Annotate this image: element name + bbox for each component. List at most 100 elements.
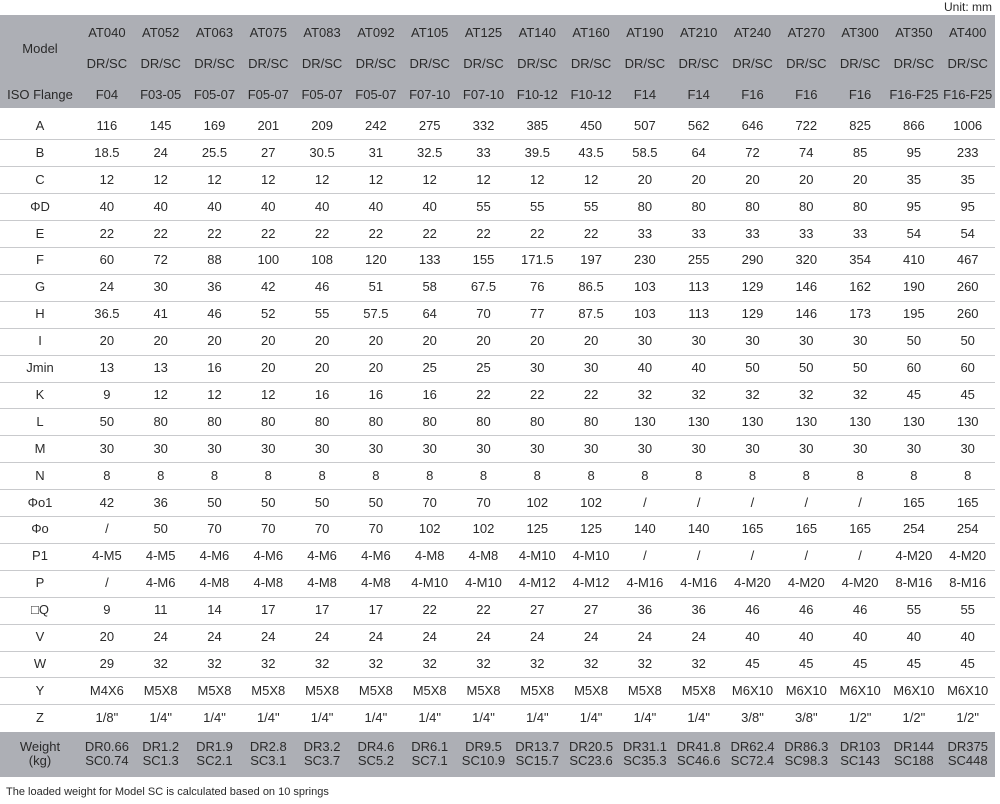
row-separator [0,247,995,248]
table-cell: / [750,494,755,510]
table-cell: 12 [207,171,222,187]
table-cell: 22 [99,225,115,241]
table-cell: 20 [99,333,115,349]
row-separator [0,408,995,410]
table-cell: 125 [580,521,602,537]
table-cell: 70 [368,521,384,537]
table-cell: 8 [533,467,541,483]
table-cell: / [750,548,755,564]
table-cell: 8 [157,467,165,483]
row-label: ΦD [30,198,50,214]
header-cell: DR/SC [786,56,827,71]
table-cell: 722 [795,117,818,133]
table-cell: 4-M10 [518,548,556,564]
table-cell: 29 [99,655,115,671]
table-cell: 33 [691,225,706,241]
table-cell: 54 [960,225,975,241]
table-cell: 197 [580,252,602,268]
table-cell: 45 [745,655,760,671]
table-cell: 40 [153,198,168,214]
table-cell: 27 [261,144,276,160]
weight-cell: DR13.7 [515,739,560,755]
row-label: E [35,225,45,241]
weight-cell: DR3.2 [303,739,341,755]
table-cell: 20 [476,333,491,349]
row-label: A [35,117,45,133]
table-cell: 40 [906,629,922,645]
table-cell: 22 [368,225,384,241]
table-cell: / [804,494,809,510]
table-cell: 80 [207,413,222,429]
table-cell: M6X10 [731,682,774,698]
table-cell: 129 [741,306,764,322]
weight-cell: SC72.4 [730,753,775,769]
table-cell: 130 [849,413,871,429]
table-cell: 22 [261,225,276,241]
row-separator [0,677,995,679]
table-cell: 30 [422,440,437,456]
table-cell: / [858,548,862,564]
table-cell: 4-M12 [572,575,610,591]
table-cell: 55 [906,602,922,618]
table-cell: 64 [422,306,437,322]
table-cell: 46 [799,602,814,618]
table-cell: 30 [745,440,760,456]
row-label: P1 [32,548,48,564]
table-cell: 80 [530,413,545,429]
table-cell: 80 [691,198,706,214]
header-cell: F14 [687,87,710,102]
table-cell: 171.5 [521,252,554,268]
table-cell: 30 [637,440,653,456]
table-cell: 95 [960,198,975,214]
table-cell: 146 [795,279,818,295]
table-cell: 40 [368,198,384,214]
table-cell: 35 [960,171,975,187]
table-cell: 12 [261,386,276,402]
table-cell: 130 [741,413,764,429]
table-cell: 12 [583,171,599,187]
table-cell: 8 [318,467,326,483]
table-cell: 201 [257,117,280,133]
table-cell: 45 [960,386,975,402]
weight-cell: DR62.4 [730,739,775,755]
table-cell: 24 [476,629,491,645]
table-cell: 20 [691,171,706,187]
header-cell: DR/SC [248,56,289,71]
table-cell: 18.5 [94,144,120,160]
table-cell: 60 [99,252,115,268]
table-cell: 12 [153,171,168,187]
table-cell: 31 [368,144,384,160]
table-cell: 50 [314,494,330,510]
table-cell: 145 [149,117,172,133]
table-cell: M4X6 [89,682,124,698]
weight-cell: SC98.3 [784,753,828,769]
table-cell: 27 [583,602,599,618]
header-cell: F04 [95,87,119,102]
table-cell: 4-M6 [253,548,284,564]
table-cell: 113 [688,279,710,295]
table-cell: 40 [99,198,115,214]
table-cell: 36.5 [94,306,120,322]
table-cell: 4-M16 [626,575,664,591]
weight-cell: DR6.1 [411,739,449,755]
table-cell: 32 [261,655,276,671]
weight-cell: SC3.7 [304,753,341,769]
table-cell: 8 [103,467,111,483]
table-cell: 17 [314,602,330,618]
table-cell: 1/4" [149,709,173,725]
table-cell: 40 [637,360,653,376]
table-cell: 32 [583,655,599,671]
table-cell: 32 [476,655,491,671]
table-cell: M5X8 [197,682,232,698]
table-cell: 17 [368,602,384,618]
table-cell: 8 [426,467,434,483]
table-cell: 1/4" [203,709,226,725]
table-cell: 50 [261,494,276,510]
table-cell: 24 [261,629,276,645]
unit-label: Unit: mm [944,0,992,14]
table-cell: 102 [526,494,549,510]
table-cell: 8 [210,467,219,483]
header-cell: AT240 [733,25,772,40]
table-cell: 8 [264,467,272,483]
table-cell: 825 [849,117,871,133]
